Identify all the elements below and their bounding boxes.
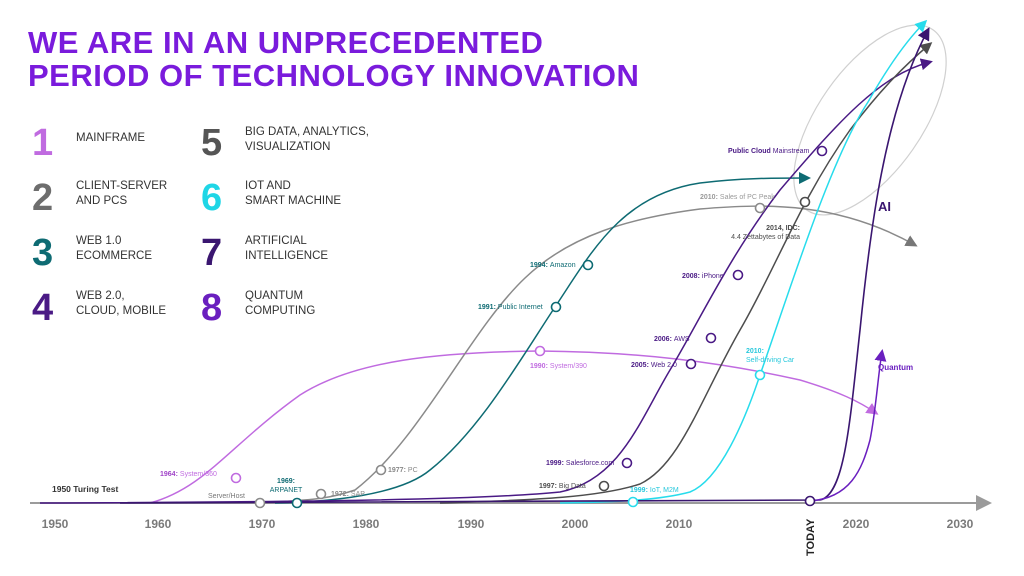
legend-item-client-server: 2 CLIENT-SERVER AND PCS — [32, 177, 207, 223]
legend-number: 1 — [32, 122, 54, 164]
label-iot: 1999: IoT, M2M — [630, 487, 679, 494]
label-self-driving-text: Self-driving Car — [746, 357, 795, 364]
label-system390: 1990: System/390 — [530, 363, 587, 370]
marker-public-cloud — [816, 145, 828, 157]
marker-iphone — [732, 269, 744, 281]
marker-iot — [627, 496, 639, 508]
marker-today — [804, 495, 816, 507]
label-system360: 1964: System/360 — [160, 471, 217, 478]
title-line-1: WE ARE IN AN UNPRECEDENTED — [28, 25, 544, 60]
label-arpanet-year: 1969: — [277, 478, 295, 485]
tick-label: 2030 — [947, 517, 974, 531]
marker-pc-peak — [754, 202, 766, 214]
marker-server-host — [254, 497, 266, 509]
label-ai: AI — [878, 199, 891, 214]
today-label: TODAY — [805, 518, 817, 556]
label-salesforce: 1999: Salesforce.com — [546, 460, 614, 467]
marker-salesforce — [621, 457, 633, 469]
legend-item-mainframe: 1 MAINFRAME — [32, 122, 207, 168]
label-big-data: 1997: Big Data — [539, 483, 586, 490]
label-amazon: 1994: Amazon — [530, 262, 576, 269]
legend-label: MAINFRAME — [76, 132, 145, 144]
tick-label: 2000 — [562, 517, 589, 531]
label-web2: 2005: Web 2.0 — [631, 362, 677, 369]
legend-item-iot: 6 IOT AND SMART MACHINE — [201, 177, 376, 223]
label-public-cloud: Public Cloud Mainstream — [728, 148, 810, 155]
tick-label: 1990 — [458, 517, 485, 531]
legend-number: 3 — [32, 232, 54, 274]
legend-number: 4 — [32, 287, 54, 329]
tick-label: 2010 — [666, 517, 693, 531]
label-turing: 1950 Turing Test — [52, 484, 118, 494]
label-aws: 2006: AWS — [654, 336, 690, 343]
label-quantum: Quantum — [878, 363, 913, 372]
page-title: WE ARE IN AN UNPRECEDENTED PERIOD OF TEC… — [28, 26, 639, 92]
tick-label: 1980 — [353, 517, 380, 531]
legend-label: WEB 1.0 ECOMMERCE — [76, 235, 153, 262]
iot-curve — [559, 19, 928, 504]
ai-curve — [119, 27, 930, 504]
label-public-internet: 1991: Public Internet — [478, 304, 543, 311]
label-pc: 1977: PC — [388, 467, 418, 474]
web2-curve — [39, 58, 933, 504]
legend-item-web2: 4 WEB 2.0, CLOUD, MOBILE — [32, 287, 207, 333]
big-data-curve — [439, 42, 933, 504]
label-sap: 1972: SAP — [331, 491, 365, 498]
legend-label: QUANTUM COMPUTING — [245, 290, 316, 317]
marker-self-driving — [754, 369, 766, 381]
tick-label: 1970 — [249, 517, 276, 531]
marker-sap — [315, 488, 327, 500]
marker-aws — [705, 332, 717, 344]
title-line-2: PERIOD OF TECHNOLOGY INNOVATION — [28, 58, 640, 93]
label-idc-year: 2014, IDC: — [766, 225, 800, 232]
legend-label: ARTIFICIAL INTELLIGENCE — [245, 235, 329, 262]
label-iphone: 2008: iPhone — [682, 273, 724, 280]
label-arpanet-text: ARPANET — [270, 487, 303, 494]
legend-number: 8 — [201, 287, 223, 329]
legend-item-big-data: 5 BIG DATA, ANALYTICS, VISUALIZATION — [201, 122, 376, 168]
marker-system390 — [534, 345, 546, 357]
marker-arpanet — [291, 497, 303, 509]
tick-label: 1950 — [42, 517, 69, 531]
tick-label: 2020 — [843, 517, 870, 531]
mainframe-curve — [149, 350, 879, 504]
marker-idc — [799, 196, 811, 208]
legend-number: 2 — [32, 177, 54, 219]
legend-label: WEB 2.0, CLOUD, MOBILE — [76, 290, 167, 317]
label-idc-text: 4.4 Zettabytes of Data — [731, 234, 800, 241]
legend-number: 5 — [201, 122, 223, 164]
legend-label: CLIENT-SERVER AND PCS — [76, 180, 168, 207]
tick-label: 1960 — [145, 517, 172, 531]
marker-public-internet — [550, 301, 562, 313]
legend-item-web1: 3 WEB 1.0 ECOMMERCE — [32, 232, 207, 278]
web1-curve — [274, 172, 811, 504]
legend-label: BIG DATA, ANALYTICS, VISUALIZATION — [245, 126, 369, 153]
label-server-host: Server/Host — [208, 493, 245, 500]
legend-item-ai: 7 ARTIFICIAL INTELLIGENCE — [201, 232, 376, 278]
marker-big-data — [598, 480, 610, 492]
quantum-curve — [809, 349, 887, 502]
legend-item-quantum: 8 QUANTUM COMPUTING — [201, 287, 376, 333]
label-pc-peak: 2010: Sales of PC Peak — [700, 194, 775, 201]
marker-system360 — [230, 472, 242, 484]
marker-web2 — [685, 358, 697, 370]
highlight-ellipse — [793, 24, 947, 216]
legend-number: 6 — [201, 177, 223, 219]
marker-amazon — [582, 259, 594, 271]
milestone-markers — [230, 145, 828, 509]
client-server-curve — [254, 205, 918, 504]
legend-number: 7 — [201, 232, 223, 274]
legend-label: IOT AND SMART MACHINE — [245, 180, 342, 207]
axis-tick-labels: 1950 1960 1970 1980 1990 2000 2010 2020 … — [42, 517, 974, 531]
label-self-driving-year: 2010: — [746, 348, 764, 355]
marker-pc — [375, 464, 387, 476]
